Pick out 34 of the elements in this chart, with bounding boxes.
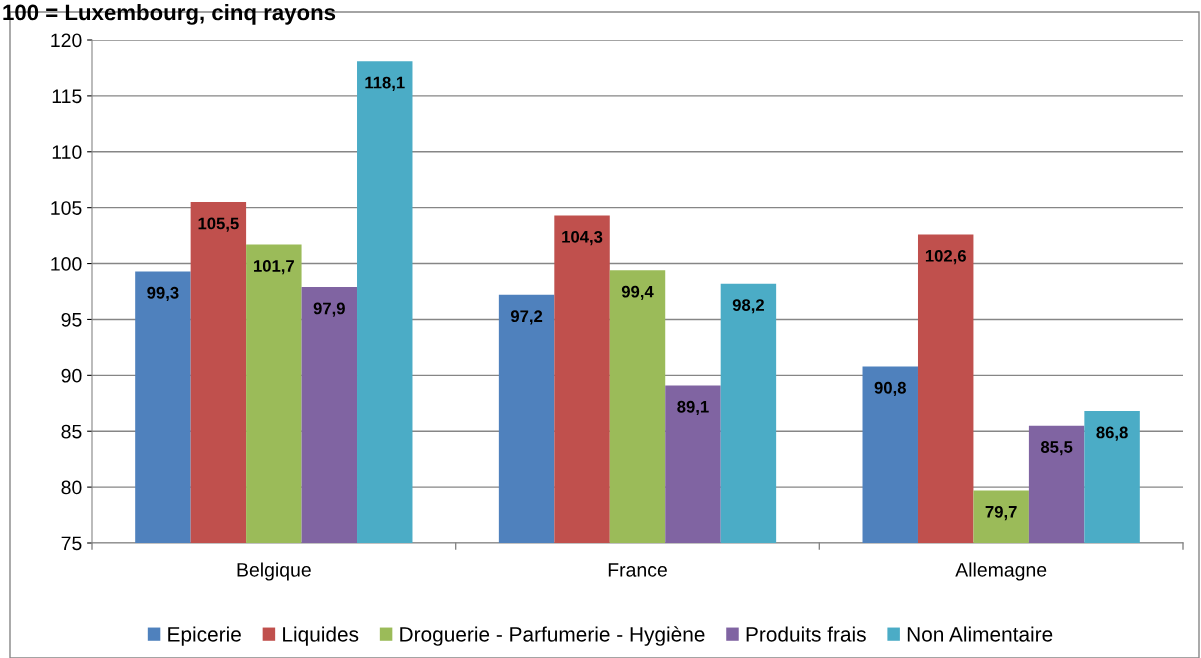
x-tick-label: Allemagne [955, 562, 1047, 581]
data-label: 97,2 [510, 310, 543, 325]
data-label: 118,1 [365, 76, 405, 91]
y-tick-label: 95 [61, 312, 82, 327]
x-tick-label: Belgique [237, 562, 311, 581]
y-tick-label: 80 [61, 480, 82, 495]
y-tick-label: 115 [52, 89, 82, 104]
y-tick-label: 110 [52, 145, 82, 160]
data-label: 104,3 [562, 230, 603, 246]
legend-label: Epicerie [168, 626, 241, 646]
data-label: 99,4 [621, 285, 654, 300]
y-tick-label: 75 [61, 536, 82, 551]
data-label: 102,6 [925, 249, 966, 265]
data-label: 85,5 [1040, 441, 1073, 456]
y-tick-label: 85 [61, 424, 82, 439]
data-label: 98,2 [732, 299, 764, 314]
data-label: 90,8 [874, 381, 906, 397]
data-label: 105,5 [198, 217, 239, 232]
y-tick-label: 120 [51, 33, 82, 48]
legend-label: Droguerie - Parfumerie - Hygiène [400, 626, 705, 646]
y-tick-label: 100 [51, 257, 82, 271]
y-tick-label: 90 [61, 368, 82, 383]
legend-label: Liquides [283, 626, 359, 646]
data-label: 89,1 [677, 400, 709, 416]
data-label: 79,7 [985, 505, 1017, 521]
legend-label: Produits frais [746, 626, 866, 642]
data-label: 86,8 [1096, 426, 1128, 441]
data-label: 101,7 [254, 260, 294, 275]
chart-title: 100 = Luxembourg, cinq rayons [3, 4, 336, 25]
y-tick-label: 105 [51, 201, 82, 215]
data-label: 97,9 [313, 302, 345, 317]
data-label: 99,3 [147, 286, 179, 302]
x-tick-label: France [608, 563, 667, 577]
legend-label: Non Alimentaire [907, 626, 1053, 642]
